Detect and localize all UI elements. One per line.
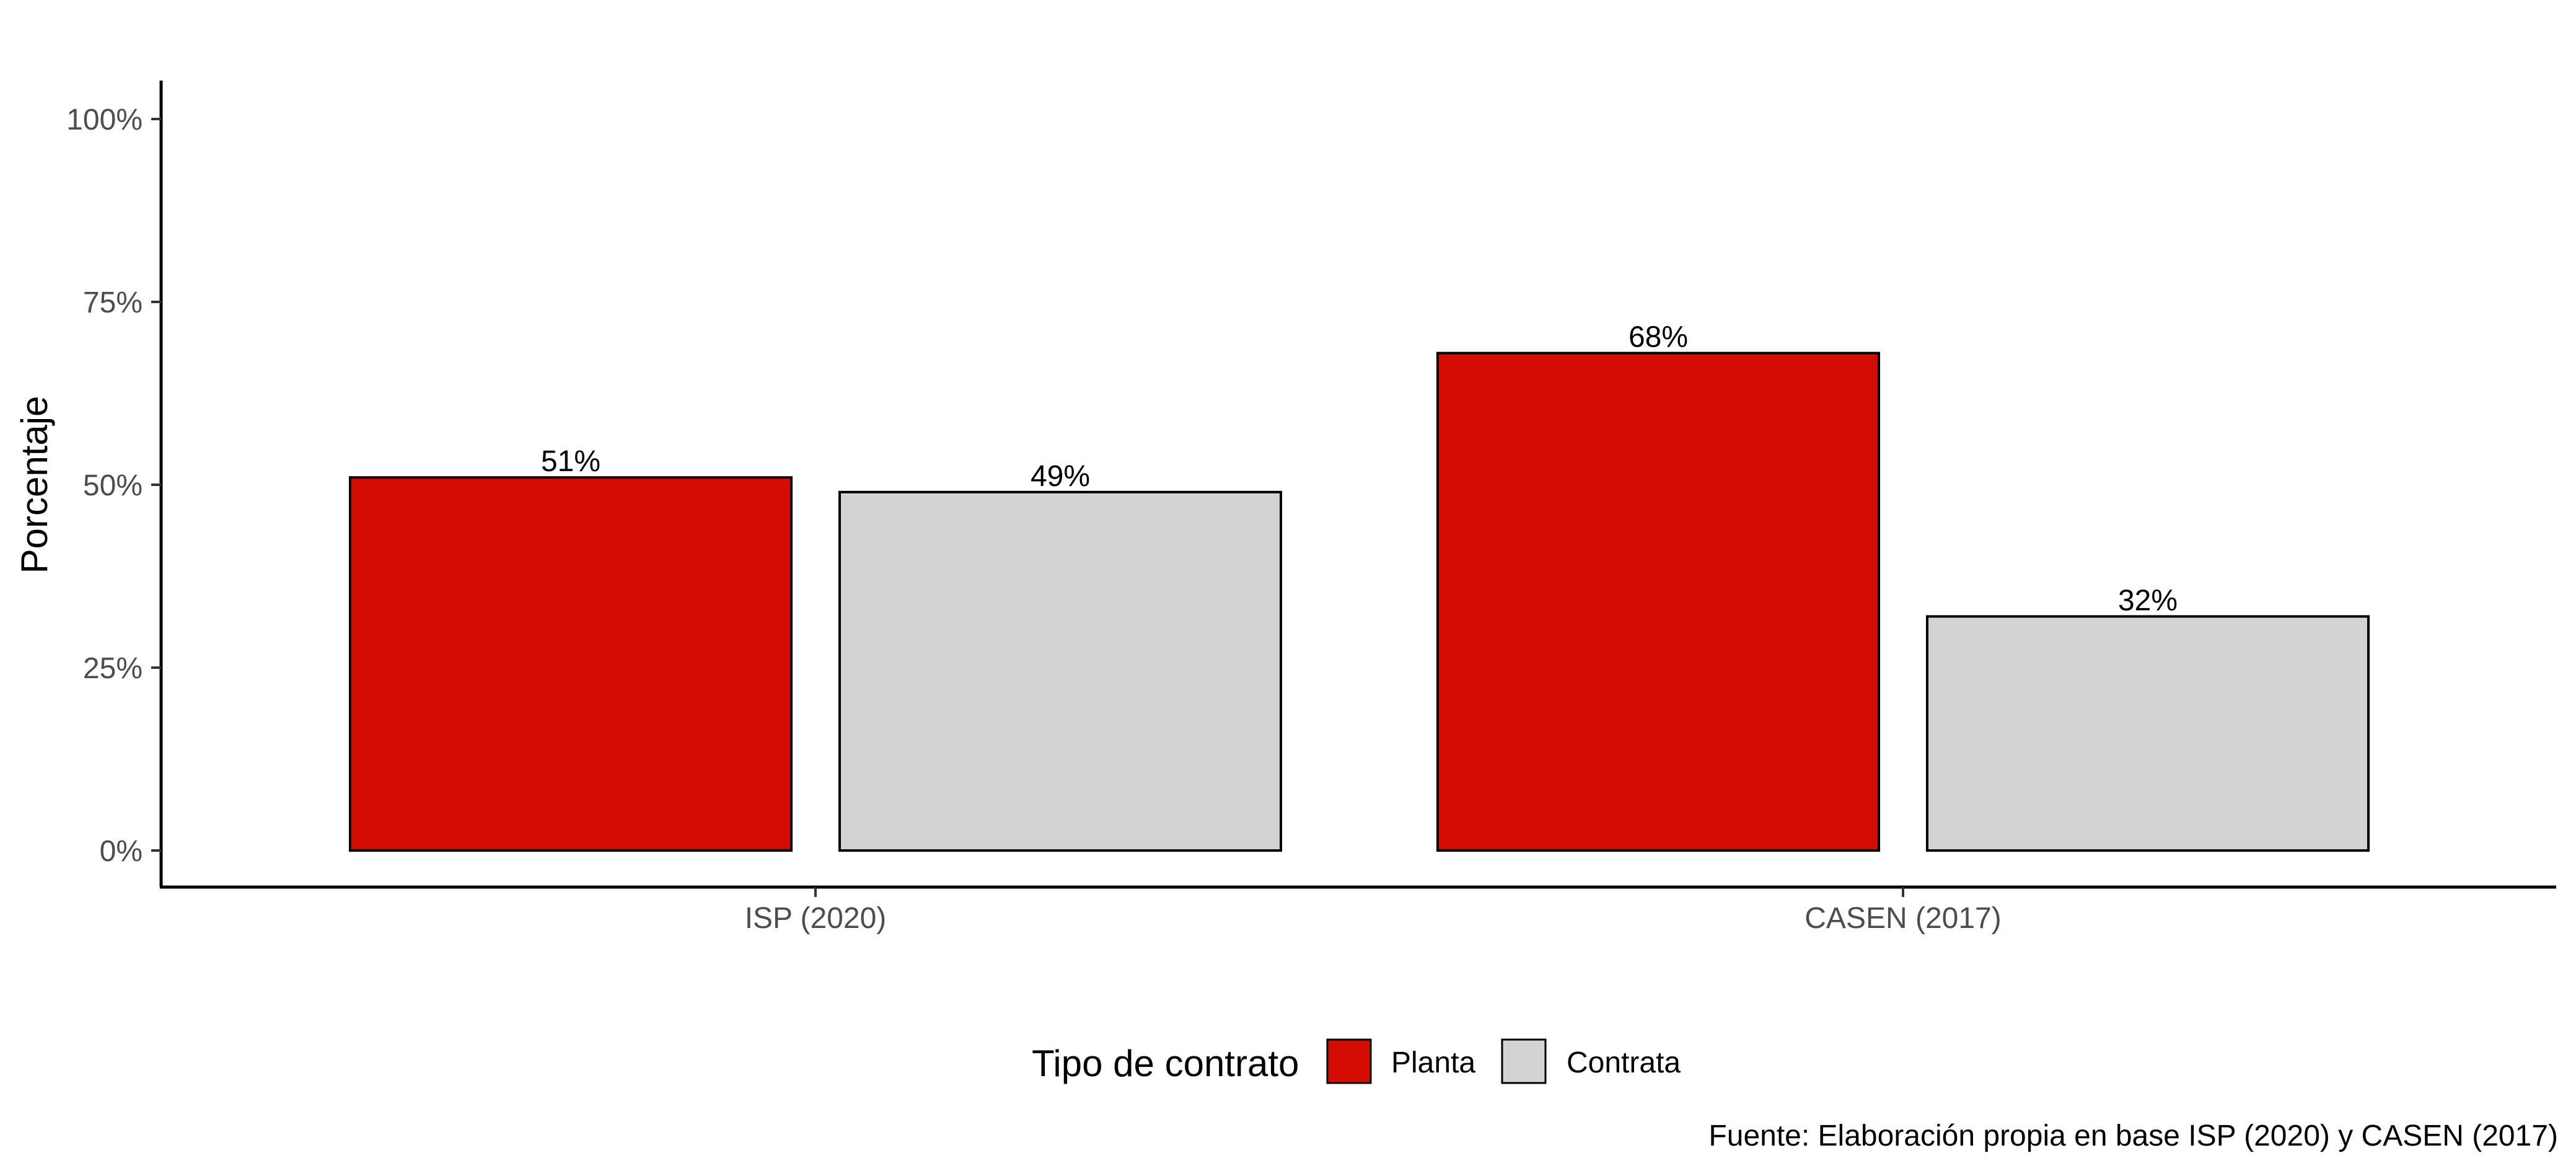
bars-layer [349,351,2370,852]
x-tick-label: ISP (2020) [745,902,887,935]
legend-label-planta: Planta [1391,1046,1475,1079]
y-tick-label: 50% [83,469,143,502]
data-label-contrata: 32% [2118,584,2178,617]
legend: Tipo de contrato Planta Contrata [1032,1038,1681,1084]
y-ticks: 0% 25% 50% 75% 100% [66,104,161,868]
y-tick-label: 100% [66,104,143,136]
x-tick-label: CASEN (2017) [1805,902,2001,935]
x-ticks: ISP (2020) CASEN (2017) [745,887,2002,935]
data-label-planta: 51% [541,445,600,478]
data-label-contrata: 49% [1031,460,1090,493]
y-tick-label: 25% [83,652,143,685]
data-label-planta: 68% [1629,321,1688,354]
y-tick-label: 0% [100,835,143,868]
y-axis-title: Porcentaje [14,396,55,574]
legend-title: Tipo de contrato [1032,1043,1299,1084]
source-caption: Fuente: Elaboración propia en base ISP (… [1708,1120,2558,1152]
bar-planta [1436,351,1880,852]
bar-planta [349,476,793,852]
legend-label-contrata: Contrata [1567,1046,1681,1079]
bar-contrata [838,490,1282,852]
y-tick-label: 75% [83,286,143,319]
data-labels: 51% 49% 68% 32% [541,321,2178,617]
bar-contrata [1926,615,2370,852]
legend-swatch-contrata [1501,1038,1547,1084]
legend-swatch-planta [1326,1038,1372,1084]
